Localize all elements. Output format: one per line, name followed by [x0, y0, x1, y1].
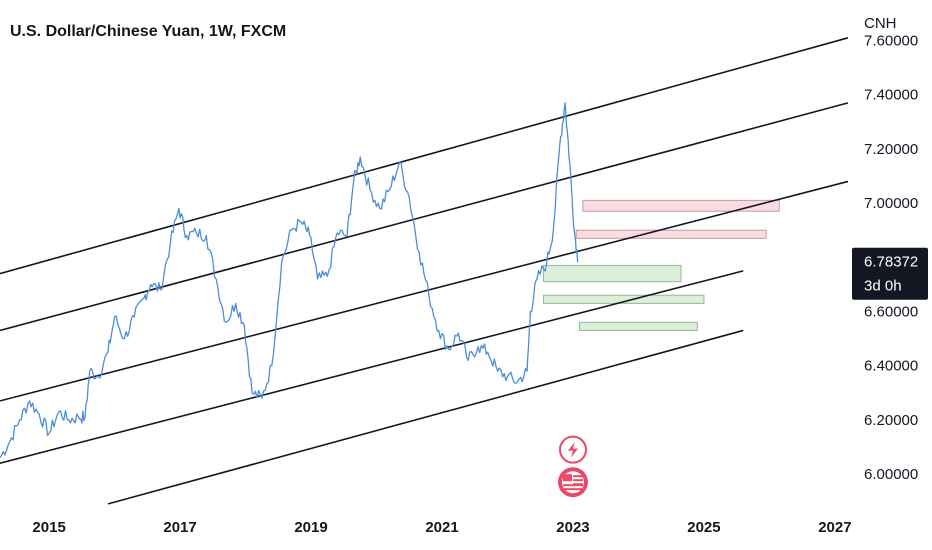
x-tick-label: 2027	[818, 519, 851, 536]
event-icons-layer	[557, 435, 588, 498]
supply-zone-1[interactable]	[575, 229, 767, 239]
x-axis[interactable]: 2015 2017 2019 2021 2023 2025 2027	[32, 519, 851, 536]
y-tick-label: 7.00000	[864, 195, 918, 212]
price-tag-background	[852, 247, 928, 300]
channel-line-0[interactable]	[0, 37, 849, 275]
x-tick-label: 2023	[556, 519, 589, 536]
x-tick-label: 2019	[294, 519, 327, 536]
bar-countdown: 3d 0h	[864, 278, 902, 295]
channel-line-3[interactable]	[0, 270, 744, 465]
y-tick-label: 7.60000	[864, 33, 918, 50]
lightning-icon[interactable]	[558, 435, 587, 464]
x-tick-label: 2015	[32, 519, 65, 536]
price-series-line[interactable]	[0, 102, 579, 459]
y-axis[interactable]: 7.60000 7.40000 7.20000 7.00000 6.60000 6.400…	[864, 33, 918, 484]
channel-line-4[interactable]	[107, 329, 744, 505]
series-layer	[0, 102, 579, 459]
chart-title: U.S. Dollar/Chinese Yuan, 1W, FXCM	[10, 23, 286, 40]
channel-layer	[0, 37, 849, 505]
x-tick-label: 2017	[163, 519, 196, 536]
zones-layer	[543, 199, 780, 331]
y-tick-label: 7.40000	[864, 87, 918, 104]
channel-line-1[interactable]	[0, 102, 849, 332]
x-tick-label: 2021	[425, 519, 458, 536]
us-flag-icon[interactable]	[557, 467, 588, 498]
y-tick-label: 6.00000	[864, 466, 918, 483]
supply-zone-0[interactable]	[582, 199, 780, 212]
demand-zone-3[interactable]	[543, 294, 705, 304]
current-price-tag: 6.78372 3d 0h	[852, 247, 928, 300]
y-tick-label: 6.60000	[864, 303, 918, 320]
y-tick-label: 6.40000	[864, 358, 918, 375]
demand-zone-4[interactable]	[579, 321, 698, 331]
x-tick-label: 2025	[687, 519, 720, 536]
y-tick-label: 7.20000	[864, 141, 918, 158]
currency-label: CNH	[864, 15, 897, 32]
channel-line-2[interactable]	[0, 180, 849, 402]
y-tick-label: 6.20000	[864, 412, 918, 429]
demand-zone-2[interactable]	[543, 264, 682, 283]
current-price-value: 6.78372	[864, 254, 918, 271]
